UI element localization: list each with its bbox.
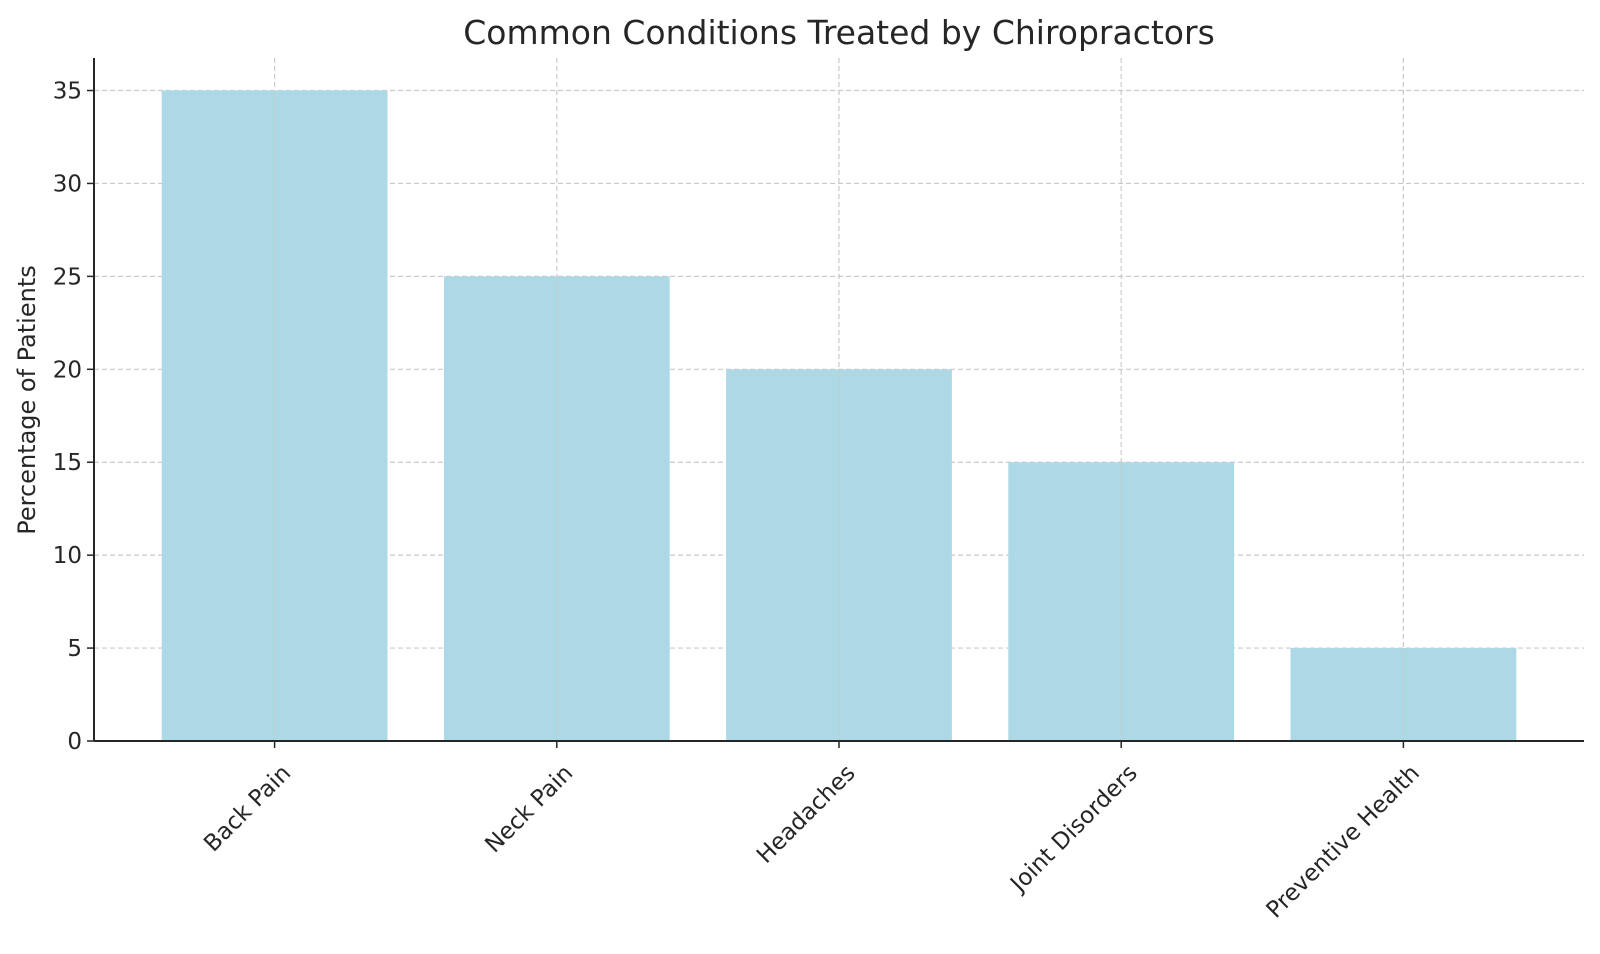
chart-title: Common Conditions Treated by Chiropracto… xyxy=(463,13,1215,52)
y-axis-label: Percentage of Patients xyxy=(13,265,41,534)
x-tick-label: Back Pain xyxy=(199,760,296,857)
x-tick-label: Joint Disorders xyxy=(1004,760,1142,898)
y-tick-label: 15 xyxy=(53,450,82,476)
y-tick-label: 5 xyxy=(67,636,82,662)
x-tick-label: Headaches xyxy=(752,760,861,869)
x-tick-label: Neck Pain xyxy=(480,760,578,858)
y-tick-label: 0 xyxy=(67,729,82,755)
x-tick-label: Preventive Health xyxy=(1262,760,1425,923)
axes xyxy=(87,58,1584,748)
y-tick-label: 10 xyxy=(53,543,82,569)
y-tick-label: 35 xyxy=(53,79,82,105)
y-tick-label: 20 xyxy=(53,357,82,383)
y-tick-label: 25 xyxy=(53,264,82,290)
y-tick-label: 30 xyxy=(53,171,82,197)
bars xyxy=(161,90,1517,742)
